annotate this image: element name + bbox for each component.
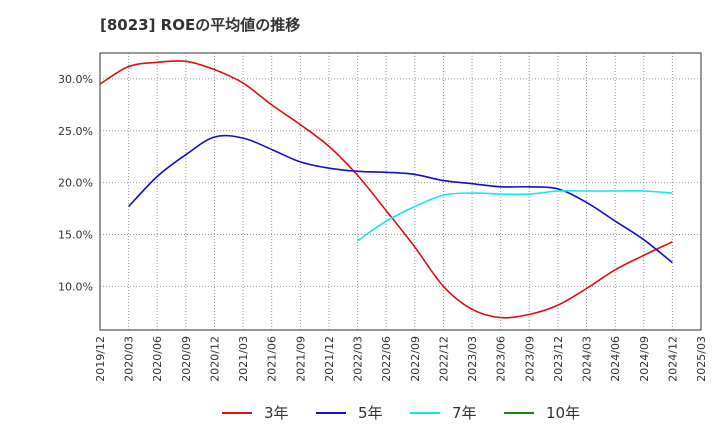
x-tick-label: 2022/03 — [352, 336, 365, 382]
legend-swatch — [410, 411, 440, 414]
legend-item: 5年 — [316, 402, 383, 423]
x-tick-label: 2020/06 — [151, 336, 164, 382]
legend-label: 7年 — [452, 404, 477, 422]
x-tick-label: 2024/12 — [666, 336, 679, 382]
x-tick-label: 2020/09 — [180, 336, 193, 382]
legend-item: 7年 — [410, 402, 477, 423]
legend-item: 3年 — [222, 402, 289, 423]
x-tick-label: 2024/03 — [581, 336, 594, 382]
line-chart: 10.0% 15.0% 20.0% 25.0% 30.0% 2019/12 2020/03 2… — [58, 52, 708, 382]
y-tick-label: 10.0% — [58, 280, 93, 293]
x-tick-label: 2021/12 — [323, 336, 336, 382]
x-tick-label: 2022/12 — [437, 336, 450, 382]
x-tick-label: 2020/12 — [208, 336, 221, 382]
legend-item: 10年 — [504, 402, 580, 423]
x-tick-label: 2021/09 — [294, 336, 307, 382]
y-tick-label: 20.0% — [58, 177, 93, 190]
y-tick-label: 15.0% — [58, 229, 93, 242]
x-tick-label: 2022/09 — [409, 336, 422, 382]
legend-swatch — [222, 411, 252, 414]
x-tick-label: 2024/09 — [638, 336, 651, 382]
series-line-2 — [128, 134, 673, 264]
x-tick-label: 2022/06 — [380, 336, 393, 382]
legend-swatch — [504, 411, 534, 414]
legend: 3年 5年 7年 10年 — [0, 402, 720, 428]
legend-label: 10年 — [546, 404, 581, 422]
x-tick-label: 2025/03 — [695, 336, 708, 382]
series-line-3 — [357, 189, 673, 242]
x-tick-label: 2023/12 — [552, 336, 565, 382]
legend-swatch — [316, 411, 346, 414]
legend-label: 3年 — [264, 404, 289, 422]
x-tick-label: 2019/12 — [94, 336, 107, 382]
x-tick-label: 2024/06 — [609, 336, 622, 382]
series-line-1 — [99, 60, 673, 319]
x-tick-label: 2020/03 — [123, 336, 136, 382]
x-tick-label: 2023/06 — [495, 336, 508, 382]
plot-area-frame — [99, 52, 702, 331]
x-tick-label: 2023/03 — [466, 336, 479, 382]
x-tick-label: 2021/03 — [237, 336, 250, 382]
legend-label: 5年 — [358, 404, 383, 422]
y-tick-label: 25.0% — [58, 125, 93, 138]
chart-title: [8023] ROEの平均値の推移 — [100, 16, 301, 34]
x-tick-label: 2023/09 — [523, 336, 536, 382]
x-tick-label: 2021/06 — [266, 336, 279, 382]
y-tick-label: 30.0% — [58, 73, 93, 86]
